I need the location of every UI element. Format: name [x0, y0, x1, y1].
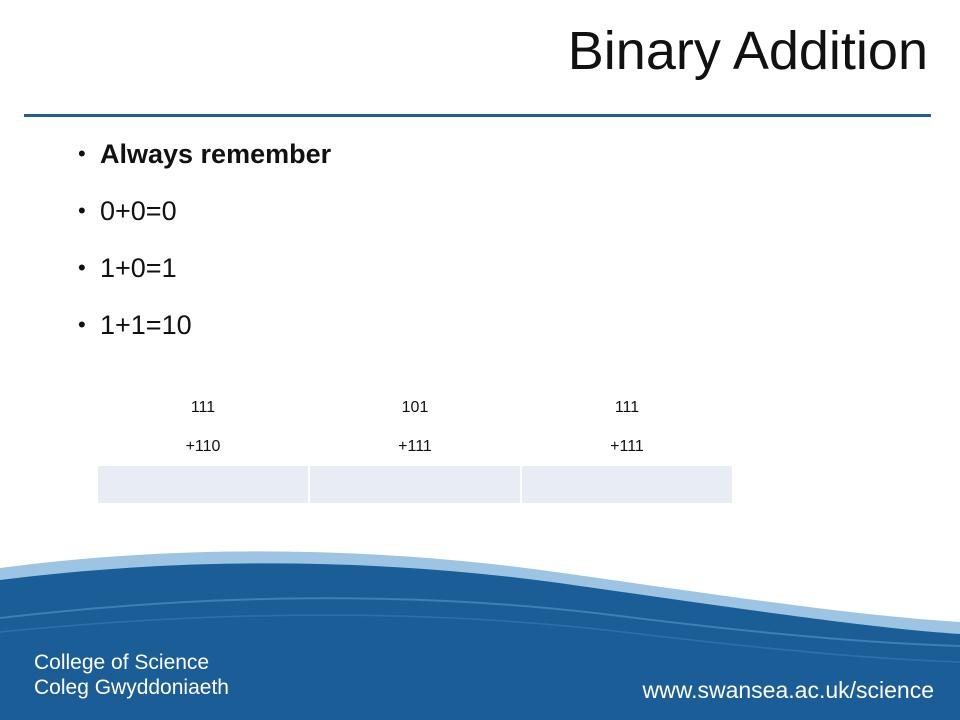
answer-cell: [520, 466, 734, 503]
bullet-text: 1+1=10: [100, 310, 192, 340]
bullet-item: • Always remember: [78, 134, 331, 191]
wave-highlight-line: [0, 614, 960, 663]
bullet-dot-icon: •: [78, 141, 86, 166]
table-cell: 111: [614, 399, 640, 416]
answer-cell: [308, 466, 522, 503]
bullet-text: 1+0=1: [100, 253, 177, 283]
table-row: [96, 466, 734, 503]
bullet-item: • 0+0=0: [78, 191, 331, 248]
bullet-item: • 1+0=1: [78, 248, 331, 305]
table-row: +110 +111 +111: [97, 428, 733, 466]
answer-cell: [96, 466, 310, 503]
bullet-text: Always remember: [100, 139, 332, 169]
college-name-english: College of Science: [34, 651, 210, 674]
bullet-item: • 1+1=10: [78, 305, 331, 362]
addition-table: 111 101 111 +110 +111 +111: [96, 388, 734, 503]
table-cell: 111: [190, 399, 216, 416]
bullet-list: • Always remember • 0+0=0 • 1+0=1 • 1+1=…: [78, 134, 331, 362]
table-cell: +110: [185, 438, 221, 455]
bullet-text: 0+0=0: [100, 196, 177, 226]
college-name-welsh: Coleg Gwyddoniaeth: [34, 676, 229, 699]
table-cell: +111: [398, 438, 432, 455]
slide-title: Binary Addition: [567, 21, 928, 81]
bullet-dot-icon: •: [78, 255, 86, 280]
footer-wave-graphic: [0, 551, 960, 720]
website-url[interactable]: www.swansea.ac.uk/science: [642, 677, 934, 703]
title-divider: [24, 114, 931, 117]
college-name: College of Science Coleg Gwyddoniaeth: [34, 650, 229, 700]
table-row: 111 101 111: [97, 388, 733, 428]
wave-main-band: [0, 563, 960, 720]
bullet-dot-icon: •: [78, 312, 86, 337]
bullet-dot-icon: •: [78, 198, 86, 223]
table-cell: +111: [610, 438, 644, 455]
table-cell: 101: [401, 399, 429, 416]
wave-highlight-line: [0, 597, 960, 647]
